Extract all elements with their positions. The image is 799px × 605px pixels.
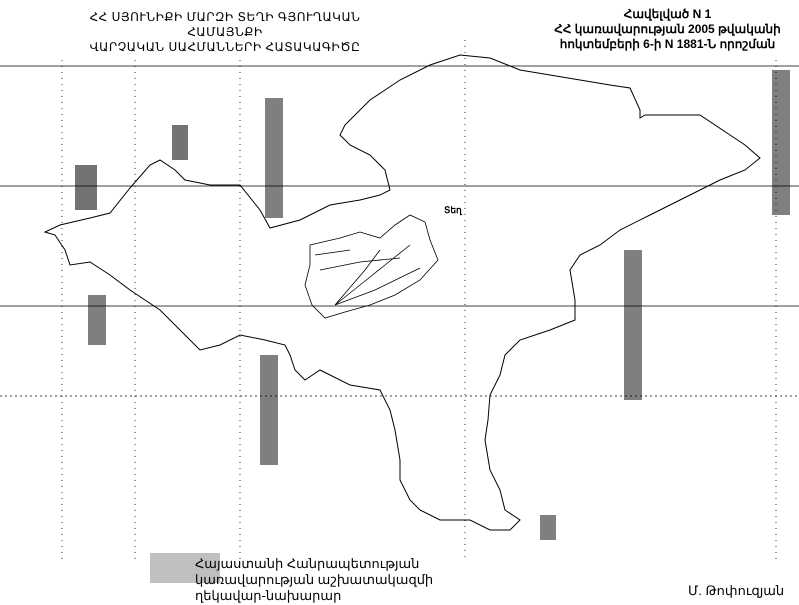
annex-line-3: հոկտեմբերի 6-ի N 1881-Ն որոշման (559, 37, 776, 51)
title-line-1: ՀՀ ՍՅՈՒՆԻՔԻ ՄԱՐԶԻ ՏԵՂԻ ԳՅՈՒՂԱԿԱՆ ՀԱՄԱՅՆՔ… (89, 10, 361, 39)
settlement-label: Տեղ (444, 205, 462, 215)
settlement-plan (304, 214, 439, 319)
annex-line-1: Հավելված N 1 (623, 7, 712, 21)
annex-note: Հավելված N 1 ՀՀ կառավարության 2005 թվակա… (540, 7, 795, 52)
annex-line-2: ՀՀ կառավարության 2005 թվականի (554, 22, 781, 36)
community-boundary (43, 54, 761, 531)
coordinate-tables (75, 70, 790, 583)
signer-title-line-2: կառավարության աշխատակազմի (195, 572, 434, 587)
grid-lines (0, 40, 799, 560)
map-title: ՀՀ ՍՅՈՒՆԻՔԻ ՄԱՐԶԻ ՏԵՂԻ ԳՅՈՒՂԱԿԱՆ ՀԱՄԱՅՆՔ… (60, 10, 390, 55)
signer-title-line-1: Հայաստանի Հանրապետության (195, 556, 420, 571)
title-line-2: ՎԱՐՉԱԿԱՆ ՍԱՀՄԱՆՆԵՐԻ ՀԱՏԱԿԱԳԻԾԸ (89, 40, 361, 54)
signer-name: Մ. Թոփուզյան (688, 583, 785, 598)
signer-title-line-3: ղեկավար-նախարար (195, 588, 342, 603)
signer-title: Հայաստանի Հանրապետության կառավարության ա… (195, 556, 433, 604)
